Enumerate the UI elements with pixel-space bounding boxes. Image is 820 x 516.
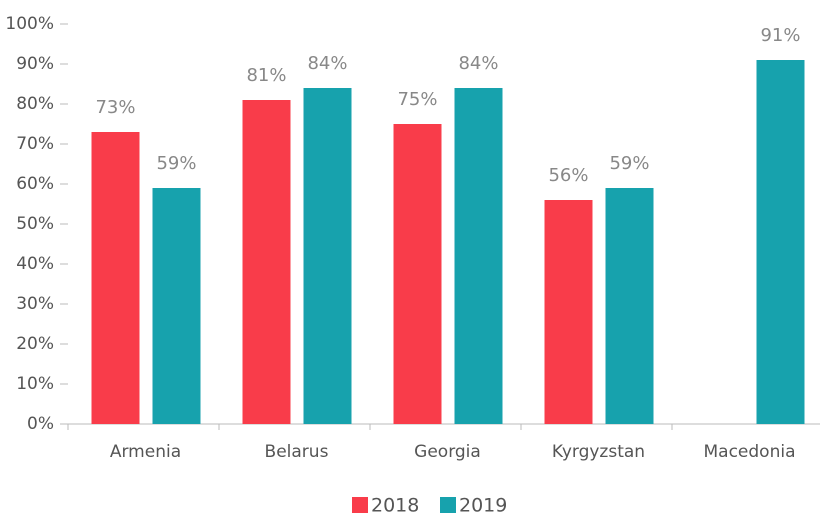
bar bbox=[303, 88, 352, 424]
bar bbox=[152, 188, 201, 424]
y-tick-label: 0% bbox=[27, 414, 54, 434]
x-tick-label: Georgia bbox=[414, 442, 481, 462]
x-tick-label: Kyrgyzstan bbox=[552, 442, 645, 462]
data-label: 84% bbox=[307, 53, 347, 74]
data-label: 81% bbox=[246, 65, 286, 86]
bar bbox=[756, 60, 805, 424]
data-label: 59% bbox=[156, 153, 196, 174]
data-label: 56% bbox=[548, 165, 588, 186]
legend-swatch bbox=[440, 497, 456, 513]
x-tick-label: Armenia bbox=[110, 442, 181, 462]
bar bbox=[544, 200, 593, 424]
data-label: 75% bbox=[397, 89, 437, 110]
y-tick-label: 70% bbox=[16, 134, 54, 154]
y-tick-label: 20% bbox=[16, 334, 54, 354]
bar bbox=[91, 132, 140, 424]
bar bbox=[454, 88, 503, 424]
bar bbox=[605, 188, 654, 424]
legend-swatch bbox=[352, 497, 368, 513]
data-label: 91% bbox=[760, 25, 800, 46]
bar bbox=[242, 100, 291, 424]
data-label: 73% bbox=[95, 97, 135, 118]
y-tick-label: 90% bbox=[16, 54, 54, 74]
y-tick-label: 30% bbox=[16, 294, 54, 314]
data-label: 59% bbox=[609, 153, 649, 174]
legend-label: 2018 bbox=[371, 495, 419, 516]
y-tick-label: 80% bbox=[16, 94, 54, 114]
y-tick-label: 60% bbox=[16, 174, 54, 194]
x-tick-label: Macedonia bbox=[704, 442, 796, 462]
y-tick-label: 50% bbox=[16, 214, 54, 234]
legend-label: 2019 bbox=[459, 495, 507, 516]
y-tick-label: 40% bbox=[16, 254, 54, 274]
y-tick-label: 10% bbox=[16, 374, 54, 394]
x-tick-label: Belarus bbox=[265, 442, 329, 462]
data-label: 84% bbox=[458, 53, 498, 74]
y-tick-label: 100% bbox=[5, 14, 54, 34]
bar bbox=[393, 124, 442, 424]
